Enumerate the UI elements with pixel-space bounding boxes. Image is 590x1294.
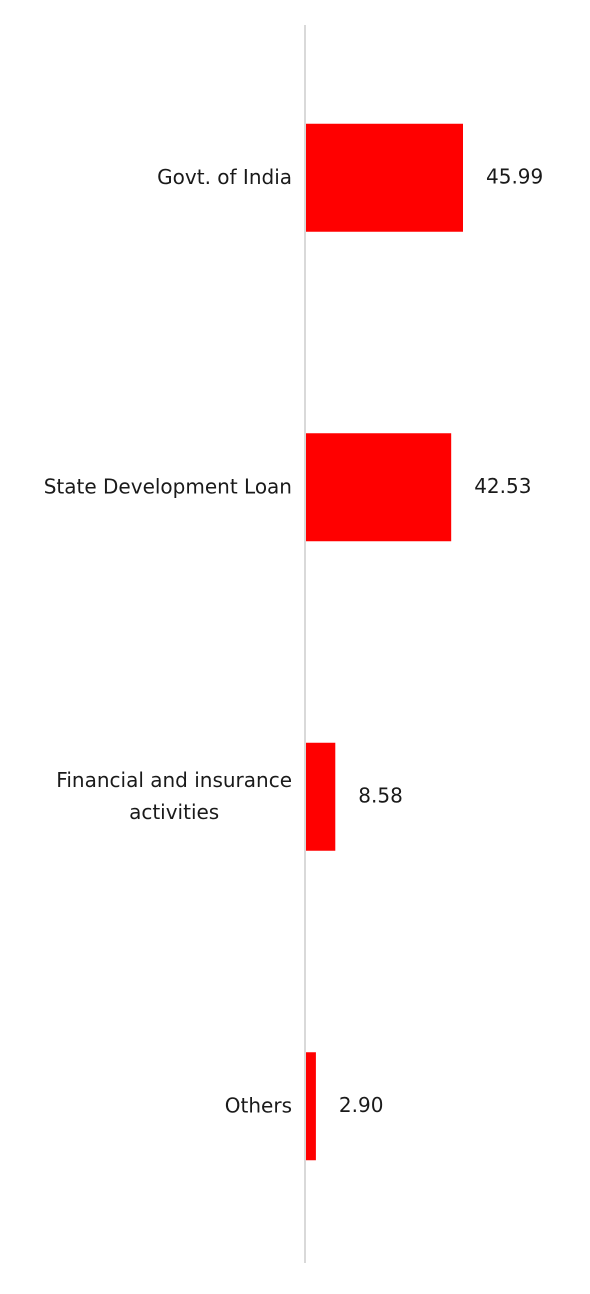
value-label-1: 42.53 [474,474,531,498]
bar-3 [306,1052,316,1161]
category-label-2: Financial and insurance activities [56,767,292,823]
category-label-line: State Development Loan [44,474,292,498]
bar-0 [306,123,463,232]
value-labels-group: 45.99 42.53 8.58 2.90 [339,164,543,1117]
category-label-line: Govt. of India [157,164,292,188]
bars-group [306,123,463,1161]
value-label-2: 8.58 [358,783,403,807]
bar-1 [306,433,452,542]
category-label-0: Govt. of India [157,164,292,188]
category-label-1: State Development Loan [44,474,292,498]
category-label-3: Others [225,1093,292,1117]
category-labels-group: Govt. of India State Development Loan Fina… [44,164,292,1117]
value-label-0: 45.99 [486,164,543,188]
category-label-line: Others [225,1093,292,1117]
bar-2 [306,742,336,851]
value-label-3: 2.90 [339,1093,384,1117]
category-label-line: activities [129,799,219,823]
category-label-line: Financial and insurance [56,767,292,791]
